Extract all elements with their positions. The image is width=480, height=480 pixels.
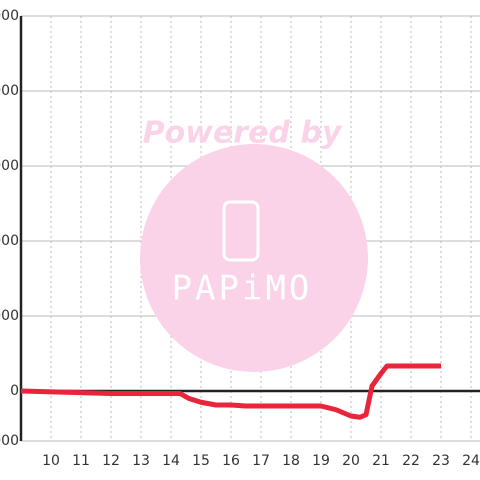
- x-tick-label: 10: [42, 453, 60, 469]
- x-tick-label: 21: [372, 453, 390, 469]
- y-tick-label: 150,000: [0, 8, 19, 24]
- x-tick-label: 11: [72, 453, 90, 469]
- watermark-circle: [140, 144, 368, 372]
- y-tick-label: 0: [10, 383, 19, 399]
- x-tick-label: 24: [462, 453, 480, 469]
- watermark-brand: PAPiMO: [172, 269, 313, 309]
- x-tick-label: 15: [192, 453, 210, 469]
- x-tick-label: 16: [222, 453, 240, 469]
- x-tick-label: 13: [132, 453, 150, 469]
- x-tick-label: 17: [252, 453, 270, 469]
- y-tick-label: 120,000: [0, 83, 19, 99]
- watermark-title: Powered by: [143, 116, 343, 151]
- data-line: [20, 363, 441, 420]
- watermark: Powered by PAPiMO: [140, 116, 368, 372]
- y-tick-label: 60,000: [0, 233, 19, 249]
- y-tick-label: 30,000: [0, 308, 19, 324]
- x-tick-label: 20: [342, 453, 360, 469]
- x-tick-label: 19: [312, 453, 330, 469]
- y-tick-label: 90,000: [0, 158, 19, 174]
- x-tick-label: 18: [282, 453, 300, 469]
- x-tick-label: 14: [162, 453, 180, 469]
- watermark-icon: [222, 200, 260, 262]
- x-tick-label: 12: [102, 453, 120, 469]
- x-tick-label: 23: [432, 453, 450, 469]
- x-tick-label: 22: [402, 453, 420, 469]
- y-tick-label: -20,000: [0, 433, 19, 449]
